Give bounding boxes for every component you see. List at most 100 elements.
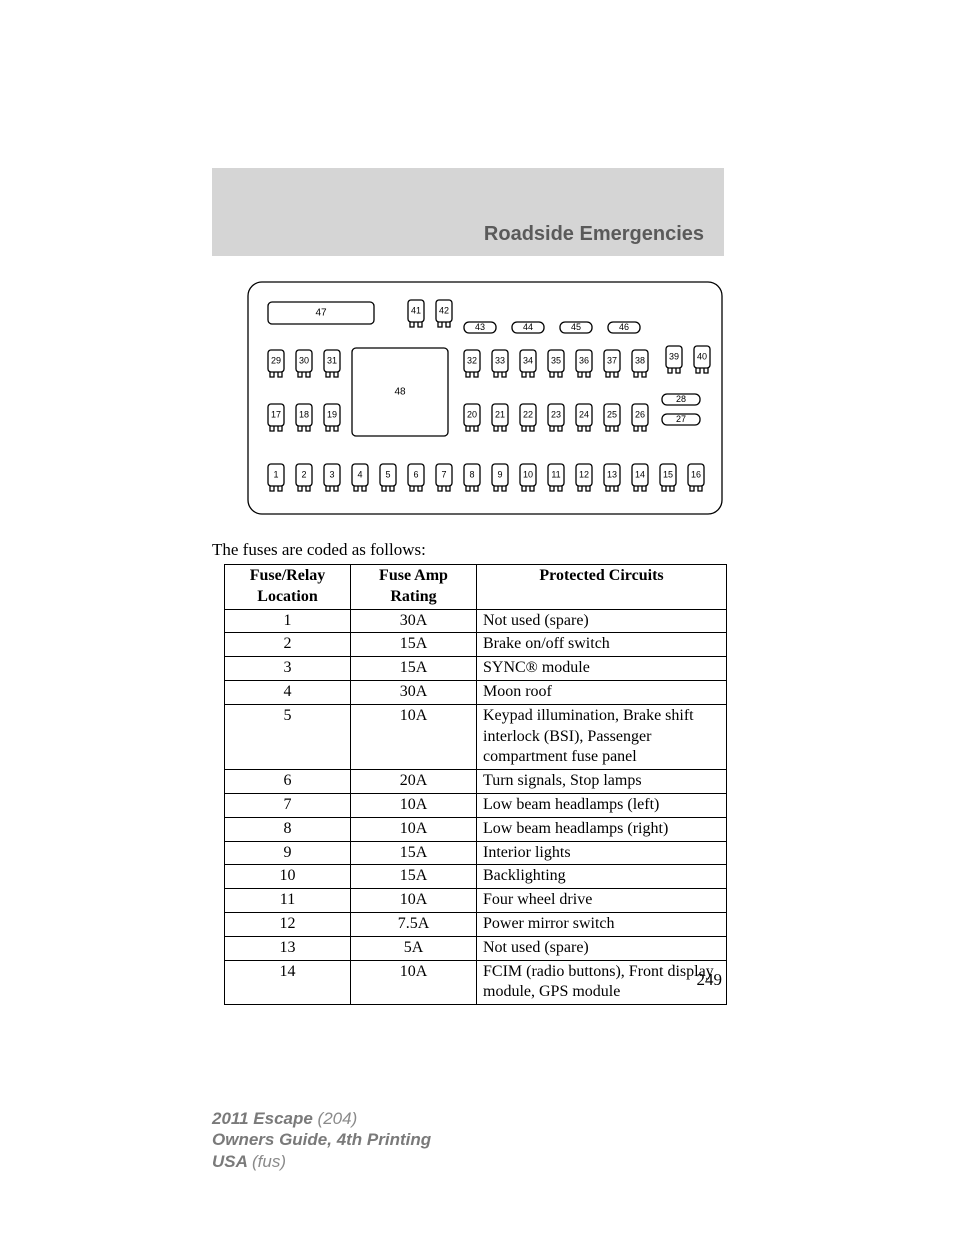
svg-text:12: 12 — [579, 469, 589, 479]
col-header-circuits: Protected Circuits — [477, 565, 727, 610]
svg-text:30: 30 — [299, 355, 309, 365]
cell-amp: 15A — [351, 657, 477, 681]
cell-circuit: SYNC® module — [477, 657, 727, 681]
footer-line-2: Owners Guide, 4th Printing — [212, 1129, 431, 1150]
svg-text:48: 48 — [394, 387, 406, 398]
cell-amp: 10A — [351, 889, 477, 913]
cell-circuit: FCIM (radio buttons), Front display modu… — [477, 960, 727, 1005]
svg-text:8: 8 — [469, 469, 474, 479]
cell-location: 1 — [225, 609, 351, 633]
svg-text:45: 45 — [571, 322, 581, 332]
svg-text:38: 38 — [635, 355, 645, 365]
svg-text:15: 15 — [663, 469, 673, 479]
svg-text:4: 4 — [357, 469, 362, 479]
cell-circuit: Power mirror switch — [477, 912, 727, 936]
svg-text:16: 16 — [691, 469, 701, 479]
cell-circuit: Four wheel drive — [477, 889, 727, 913]
svg-text:13: 13 — [607, 469, 617, 479]
svg-text:3: 3 — [329, 469, 334, 479]
cell-amp: 10A — [351, 960, 477, 1005]
cell-location: 11 — [225, 889, 351, 913]
svg-text:31: 31 — [327, 355, 337, 365]
svg-text:21: 21 — [495, 409, 505, 419]
table-row: 130ANot used (spare) — [225, 609, 727, 633]
cell-location: 5 — [225, 704, 351, 769]
cell-location: 6 — [225, 770, 351, 794]
cell-amp: 7.5A — [351, 912, 477, 936]
col-header-location: Fuse/RelayLocation — [225, 565, 351, 610]
svg-text:43: 43 — [475, 322, 485, 332]
table-row: 510AKeypad illumination, Brake shift int… — [225, 704, 727, 769]
header-block: Roadside Emergencies — [212, 168, 724, 256]
svg-text:22: 22 — [523, 409, 533, 419]
svg-text:36: 36 — [579, 355, 589, 365]
table-row: 127.5APower mirror switch — [225, 912, 727, 936]
cell-amp: 10A — [351, 793, 477, 817]
table-row: 430AMoon roof — [225, 680, 727, 704]
svg-text:34: 34 — [523, 355, 533, 365]
footer-line-3: USA (fus) — [212, 1151, 431, 1172]
svg-text:7: 7 — [441, 469, 446, 479]
svg-text:46: 46 — [619, 322, 629, 332]
col-header-amp: Fuse AmpRating — [351, 565, 477, 610]
cell-circuit: Moon roof — [477, 680, 727, 704]
footer-line-1: 2011 Escape (204) — [212, 1108, 431, 1129]
cell-amp: 15A — [351, 633, 477, 657]
table-row: 620ATurn signals, Stop lamps — [225, 770, 727, 794]
table-header-row: Fuse/RelayLocation Fuse AmpRating Protec… — [225, 565, 727, 610]
svg-text:10: 10 — [523, 469, 533, 479]
cell-location: 4 — [225, 680, 351, 704]
svg-text:47: 47 — [315, 308, 327, 319]
cell-location: 14 — [225, 960, 351, 1005]
table-row: 1015ABacklighting — [225, 865, 727, 889]
cell-location: 3 — [225, 657, 351, 681]
svg-text:1: 1 — [273, 469, 278, 479]
svg-text:5: 5 — [385, 469, 390, 479]
svg-text:9: 9 — [497, 469, 502, 479]
cell-amp: 15A — [351, 841, 477, 865]
svg-text:27: 27 — [676, 414, 686, 424]
cell-location: 13 — [225, 936, 351, 960]
svg-text:23: 23 — [551, 409, 561, 419]
svg-text:20: 20 — [467, 409, 477, 419]
cell-location: 10 — [225, 865, 351, 889]
table-row: 810ALow beam headlamps (right) — [225, 817, 727, 841]
svg-text:26: 26 — [635, 409, 645, 419]
cell-location: 9 — [225, 841, 351, 865]
svg-text:18: 18 — [299, 409, 309, 419]
fuse-table: Fuse/RelayLocation Fuse AmpRating Protec… — [224, 564, 727, 1005]
svg-text:37: 37 — [607, 355, 617, 365]
cell-location: 2 — [225, 633, 351, 657]
cell-amp: 10A — [351, 817, 477, 841]
table-row: 1110AFour wheel drive — [225, 889, 727, 913]
table-row: 915AInterior lights — [225, 841, 727, 865]
cell-circuit: Low beam headlamps (left) — [477, 793, 727, 817]
cell-amp: 5A — [351, 936, 477, 960]
svg-text:39: 39 — [669, 351, 679, 361]
cell-circuit: Interior lights — [477, 841, 727, 865]
cell-circuit: Not used (spare) — [477, 609, 727, 633]
cell-amp: 10A — [351, 704, 477, 769]
svg-text:28: 28 — [676, 394, 686, 404]
fuse-diagram: 4748123456789101112131415161718192021222… — [246, 280, 724, 516]
svg-text:41: 41 — [411, 305, 421, 315]
intro-text: The fuses are coded as follows: — [212, 540, 426, 560]
cell-amp: 15A — [351, 865, 477, 889]
table-row: 710ALow beam headlamps (left) — [225, 793, 727, 817]
cell-location: 7 — [225, 793, 351, 817]
table-row: 315ASYNC® module — [225, 657, 727, 681]
svg-text:29: 29 — [271, 355, 281, 365]
cell-circuit: Not used (spare) — [477, 936, 727, 960]
svg-text:11: 11 — [551, 469, 560, 479]
cell-circuit: Turn signals, Stop lamps — [477, 770, 727, 794]
cell-circuit: Brake on/off switch — [477, 633, 727, 657]
page-number: 249 — [697, 970, 723, 990]
svg-text:40: 40 — [697, 351, 707, 361]
svg-text:24: 24 — [579, 409, 589, 419]
svg-text:14: 14 — [635, 469, 645, 479]
svg-text:32: 32 — [467, 355, 477, 365]
svg-text:42: 42 — [439, 305, 449, 315]
cell-amp: 30A — [351, 680, 477, 704]
footer: 2011 Escape (204) Owners Guide, 4th Prin… — [212, 1108, 431, 1172]
svg-text:2: 2 — [301, 469, 306, 479]
